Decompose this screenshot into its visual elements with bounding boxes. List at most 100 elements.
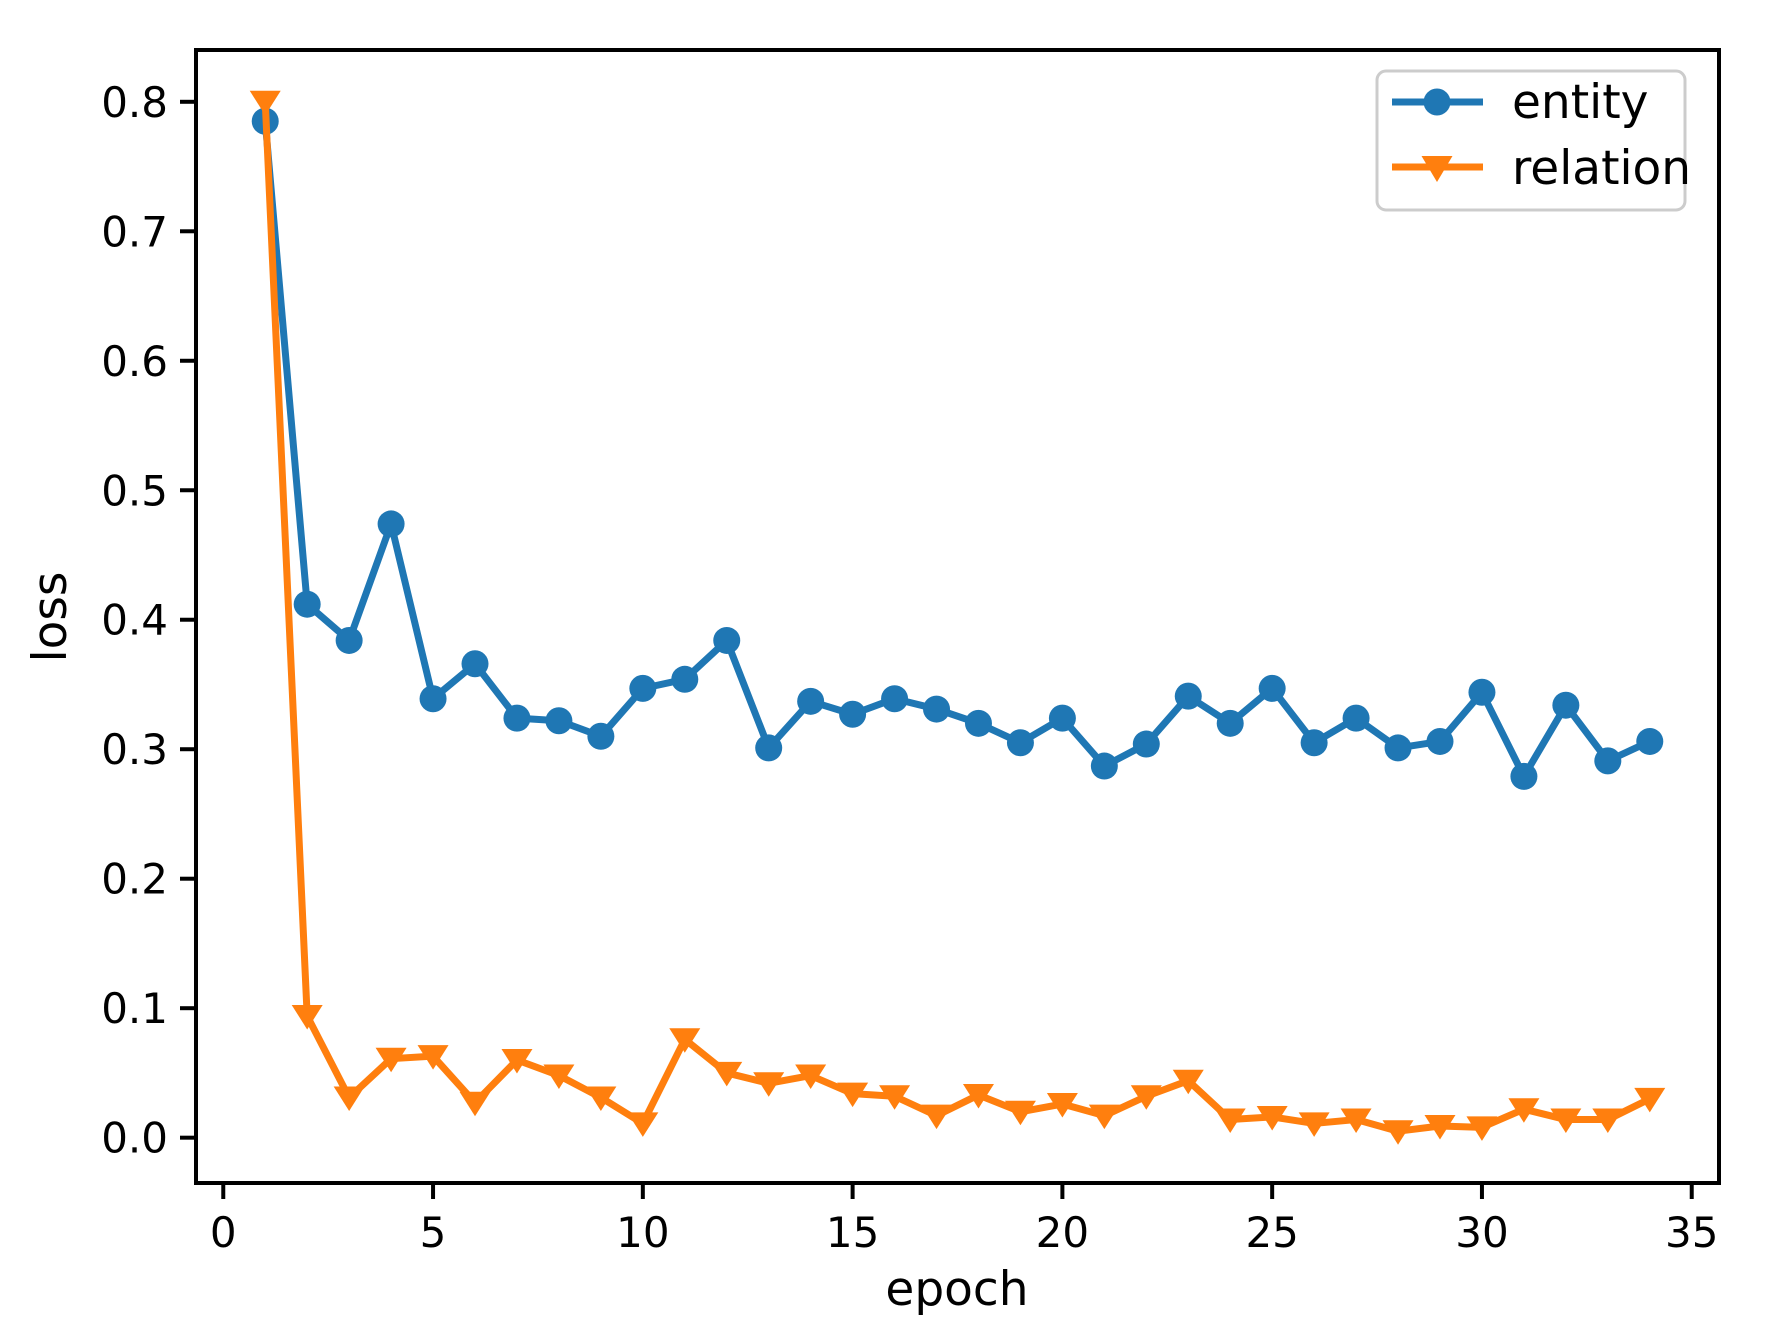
entity-point-marker: [419, 685, 447, 713]
entity-point-marker: [1048, 704, 1076, 732]
entity-point-marker: [1258, 674, 1286, 702]
relation-point-marker: [1004, 1100, 1036, 1126]
entity-point-marker: [923, 695, 951, 723]
x-tick-label: 25: [1245, 1208, 1298, 1257]
relation-point-marker: [249, 90, 281, 116]
entity-point-marker: [964, 709, 992, 737]
y-axis-label: loss: [23, 572, 78, 663]
x-tick-label: 0: [210, 1208, 237, 1257]
entity-point-marker: [1552, 691, 1580, 719]
relation-point-marker: [711, 1061, 743, 1087]
entity-point-marker: [503, 704, 531, 732]
relation-point-marker: [1382, 1120, 1414, 1145]
x-axis-label: epoch: [885, 1262, 1028, 1317]
entity-point-marker: [1636, 727, 1664, 755]
entity-series: [251, 107, 1664, 790]
relation-series: [249, 90, 1666, 1145]
y-tick-label: 0.4: [101, 596, 168, 645]
relation-point-marker: [795, 1064, 827, 1090]
y-tick-label: 0.2: [101, 855, 168, 904]
relation-point-marker: [962, 1083, 994, 1109]
entity-point-marker: [1384, 734, 1412, 762]
relation-point-marker: [879, 1085, 911, 1110]
relation-point-marker: [1088, 1104, 1120, 1130]
relation-point-marker: [837, 1082, 869, 1108]
relation-line: [261, 98, 1654, 1135]
relation-point-marker: [417, 1045, 449, 1070]
legend: entity relation: [1375, 69, 1691, 212]
x-tick-label: 15: [826, 1208, 879, 1257]
entity-point-marker: [1006, 729, 1034, 757]
entity-point-marker: [1090, 752, 1118, 780]
entity-marker-icon: [1423, 88, 1451, 116]
legend-entry-entity: entity: [1392, 75, 1648, 130]
relation-point-marker: [585, 1086, 617, 1112]
entity-point-marker: [335, 626, 363, 654]
relation-point-marker: [669, 1028, 701, 1053]
entity-point-marker: [1342, 704, 1370, 732]
entity-point-marker: [587, 722, 615, 750]
legend-label-relation: relation: [1512, 141, 1691, 196]
y-tick-label: 0.5: [101, 466, 168, 515]
relation-point-marker: [753, 1072, 785, 1097]
entity-point-marker: [293, 590, 321, 618]
entity-point-marker: [797, 687, 825, 715]
legend-box: [1375, 69, 1687, 212]
relation-point-marker: [501, 1048, 533, 1074]
entity-point-marker: [1132, 730, 1160, 758]
relation-point-marker: [1634, 1087, 1666, 1113]
entity-point-marker: [545, 707, 573, 735]
relation-point-marker: [1130, 1085, 1162, 1110]
y-tick-label: 0.1: [101, 984, 168, 1033]
relation-point-marker: [1508, 1098, 1540, 1123]
relation-point-marker: [1256, 1105, 1288, 1131]
entity-point-marker: [1510, 762, 1538, 790]
relation-point-marker: [1592, 1108, 1624, 1134]
x-axis-ticks: 0 5 10 15 20 25 30 35: [210, 1183, 1718, 1257]
entity-point-marker: [461, 650, 489, 678]
plot-area: [194, 48, 1721, 1185]
relation-point-marker: [333, 1086, 365, 1112]
entity-point-marker: [629, 674, 657, 702]
relation-point-marker: [921, 1104, 953, 1130]
x-tick-label: 5: [420, 1208, 447, 1257]
series-layer: [249, 90, 1666, 1145]
entity-point-marker: [1468, 678, 1496, 706]
y-tick-label: 0.6: [101, 337, 168, 386]
y-tick-label: 0.7: [101, 207, 168, 256]
relation-marker-icon: [1421, 156, 1453, 182]
relation-point-marker: [1424, 1115, 1456, 1140]
relation-point-marker: [459, 1091, 491, 1117]
y-tick-label: 0.8: [101, 78, 168, 127]
relation-point-marker: [1214, 1108, 1246, 1134]
relation-point-marker: [1046, 1093, 1078, 1118]
entity-point-marker: [671, 665, 699, 693]
entity-point-marker: [1300, 729, 1328, 757]
entity-point-marker: [839, 700, 867, 728]
relation-point-marker: [627, 1112, 659, 1137]
entity-line: [261, 117, 1654, 780]
entity-point-marker: [1594, 747, 1622, 775]
entity-point-marker: [1174, 682, 1202, 710]
x-tick-label: 10: [616, 1208, 669, 1257]
legend-label-entity: entity: [1512, 75, 1648, 130]
entity-point-marker: [881, 685, 909, 713]
relation-point-marker: [1172, 1069, 1204, 1095]
y-axis-ticks: 0.0 0.1 0.2 0.3 0.4 0.5 0.6 0.7 0.8: [101, 78, 196, 1163]
y-tick-label: 0.0: [101, 1114, 168, 1163]
entity-point-marker: [1216, 709, 1244, 737]
relation-point-marker: [543, 1064, 575, 1090]
relation-point-marker: [1340, 1108, 1372, 1134]
relation-point-marker: [291, 1004, 323, 1030]
legend-entry-relation: relation: [1392, 141, 1691, 196]
entity-point-marker: [755, 734, 783, 762]
relation-point-marker: [375, 1047, 407, 1073]
entity-point-marker: [1426, 727, 1454, 755]
relation-point-marker: [1466, 1116, 1498, 1141]
entity-point-marker: [713, 626, 741, 654]
relation-point-marker: [1550, 1108, 1582, 1134]
y-tick-label: 0.3: [101, 725, 168, 774]
x-tick-label: 35: [1665, 1208, 1718, 1257]
